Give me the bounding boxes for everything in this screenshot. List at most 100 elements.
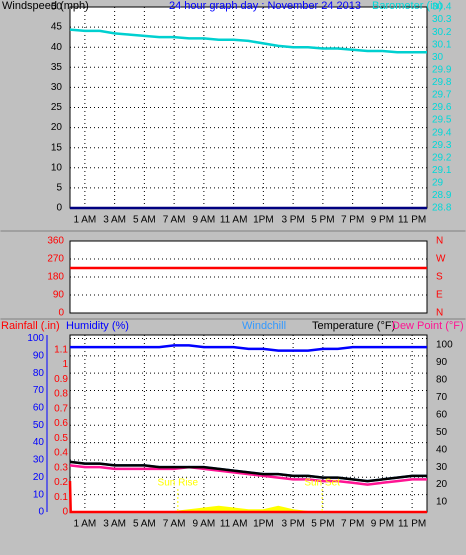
y2-tick-label: 29.8	[432, 77, 452, 88]
line	[69, 460, 427, 483]
annotation-label: Sun Set	[304, 478, 340, 489]
y3-tick-label: 0.4	[54, 448, 68, 459]
y2-tick-label: 29.2	[432, 152, 452, 163]
y-tick-label: 15	[51, 142, 63, 153]
separator	[0, 230, 466, 232]
plot-area	[69, 6, 428, 209]
y-tick-label: 10	[33, 489, 45, 500]
y-tick-label: 0	[56, 203, 62, 214]
y2-tick-label: 29	[432, 178, 444, 189]
y-tick-label: 90	[53, 290, 65, 301]
y-tick-label: 20	[51, 122, 63, 133]
y-tick-label: 30	[51, 82, 63, 93]
y-tick-label: 20	[33, 472, 45, 483]
y3-tick-label: 0.9	[54, 374, 68, 385]
y3-tick-label: 0.2	[54, 477, 68, 488]
x-tick-label: 11 PM	[398, 215, 426, 226]
y2-tick-label: 29.9	[432, 64, 452, 75]
y-tick-label: 35	[51, 62, 63, 73]
y-tick-label: 45	[51, 22, 63, 33]
x-tick-label: 5 PM	[311, 215, 334, 226]
y-tick-label: 100	[27, 333, 44, 344]
y-tick-label: 0	[38, 507, 44, 518]
y2-tick-label: 29.1	[432, 165, 452, 176]
x-tick-label: 3 PM	[281, 215, 304, 226]
y-tick-label: 270	[47, 254, 64, 265]
y3-tick-label: 0.6	[54, 418, 68, 429]
separator	[0, 318, 466, 320]
y3-tick-label: 1.1	[54, 344, 68, 355]
y3-tick-label: 0.7	[54, 403, 68, 414]
x-tick-label: 9 AM	[192, 215, 215, 226]
x-tick-label: 1PM	[253, 215, 274, 226]
y2-tick-label: W	[436, 254, 446, 265]
y2-tick-label: 60	[436, 409, 448, 420]
x-tick-label: 5 AM	[133, 215, 156, 226]
x-tick-label: 11 AM	[220, 519, 248, 530]
x-tick-label: 1 AM	[73, 519, 96, 530]
y2-tick-label: 30.4	[432, 2, 452, 13]
header-label: 24 hour graph day : November 24 2013	[169, 0, 361, 12]
x-tick-label: 9 AM	[192, 519, 215, 530]
y-tick-label: 70	[33, 385, 45, 396]
y2-tick-label: N	[436, 236, 443, 247]
x-tick-label: 11 AM	[220, 215, 248, 226]
y2-tick-label: 50	[436, 427, 448, 438]
x-tick-label: 3 AM	[103, 215, 126, 226]
x-tick-label: 9 PM	[371, 215, 394, 226]
y3-tick-label: 0.5	[54, 433, 68, 444]
y-tick-label: 30	[33, 455, 45, 466]
x-tick-label: 3 PM	[281, 519, 304, 530]
y-tick-label: 40	[33, 437, 45, 448]
y2-tick-label: 40	[436, 444, 448, 455]
line	[70, 344, 427, 352]
line	[68, 480, 427, 514]
y2-tick-label: 80	[436, 375, 448, 386]
y3-tick-label: 1	[62, 359, 68, 370]
x-tick-label: 5 PM	[311, 519, 334, 530]
x-tick-label: 11 PM	[398, 519, 426, 530]
x-tick-label: 1PM	[253, 519, 274, 530]
x-tick-label: 7 AM	[163, 215, 186, 226]
y3-tick-label: 0.3	[54, 462, 68, 473]
y2-tick-label: 20	[436, 479, 448, 490]
y-tick-label: 0	[58, 308, 64, 319]
line	[69, 464, 427, 486]
y2-tick-label: 70	[436, 392, 448, 403]
x-tick-label: 9 PM	[371, 519, 394, 530]
x-tick-label: 7 PM	[341, 519, 364, 530]
y2-tick-label: 29.4	[432, 127, 452, 138]
header-label: Rainfall (.in)	[1, 320, 60, 332]
y2-tick-label: E	[436, 290, 443, 301]
y2-tick-label: 29.7	[432, 90, 452, 101]
y-tick-label: 5	[56, 183, 62, 194]
y-tick-label: 50	[51, 2, 63, 13]
y-tick-label: 10	[51, 162, 63, 173]
header-label: Humidity (%)	[66, 320, 129, 332]
y3-tick-label: 0	[62, 507, 68, 518]
y2-tick-label: 100	[436, 340, 453, 351]
y-tick-label: 25	[51, 102, 63, 113]
y2-tick-label: 29.3	[432, 140, 452, 151]
x-tick-label: 7 AM	[163, 519, 186, 530]
y2-tick-label: S	[436, 272, 443, 283]
y2-tick-label: 30.2	[432, 27, 452, 38]
header-label: Dew Point (°F)	[392, 320, 464, 332]
y-tick-label: 40	[51, 42, 63, 53]
y-tick-label: 180	[47, 272, 64, 283]
header-label: Barometer (in)	[372, 0, 442, 12]
y-tick-label: 360	[47, 236, 64, 247]
y3-tick-label: 0.1	[54, 492, 68, 503]
y2-tick-label: 30.1	[432, 39, 452, 50]
x-tick-label: 3 AM	[103, 519, 126, 530]
y2-tick-label: 29.5	[432, 115, 452, 126]
y-tick-label: 80	[33, 368, 45, 379]
y2-tick-label: 30.3	[432, 14, 452, 25]
y2-tick-label: N	[436, 308, 443, 319]
y-tick-label: 90	[33, 350, 45, 361]
y3-tick-label: 0.8	[54, 389, 68, 400]
header-label: Windspeed (mph)	[2, 0, 89, 12]
annotation-label: Sun Rise	[158, 478, 199, 489]
header-label: Windchill	[242, 320, 286, 332]
